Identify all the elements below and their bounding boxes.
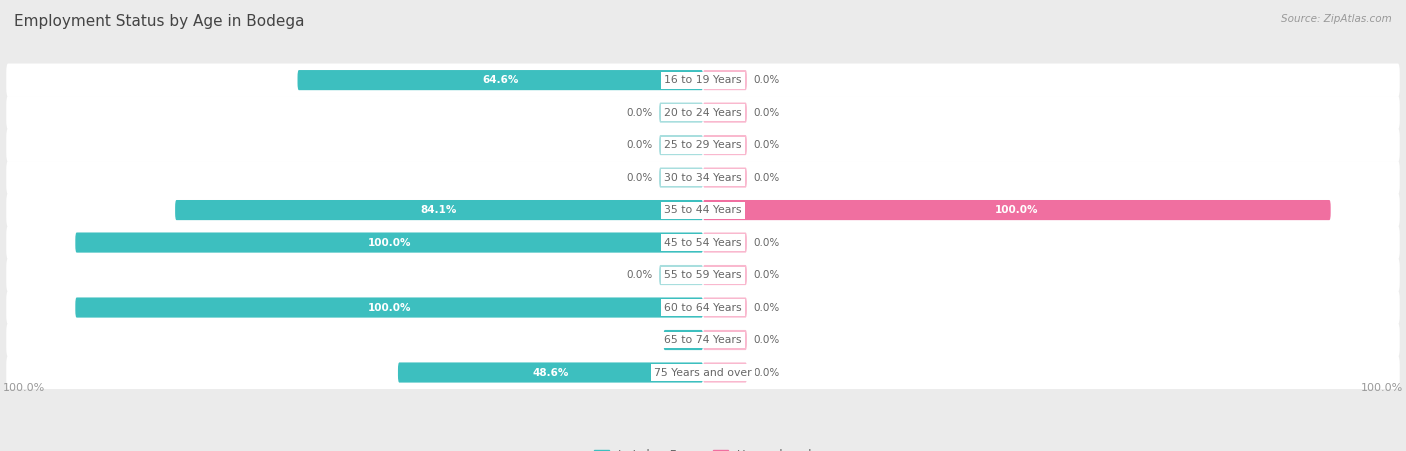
FancyBboxPatch shape — [298, 70, 703, 90]
FancyBboxPatch shape — [6, 226, 1400, 259]
FancyBboxPatch shape — [659, 167, 703, 188]
Text: 100.0%: 100.0% — [995, 205, 1039, 215]
FancyBboxPatch shape — [703, 265, 747, 285]
Text: 0.0%: 0.0% — [627, 108, 652, 118]
FancyBboxPatch shape — [398, 363, 703, 382]
Text: 64.6%: 64.6% — [482, 75, 519, 85]
FancyBboxPatch shape — [6, 129, 1400, 161]
FancyBboxPatch shape — [76, 232, 703, 253]
Text: 100.0%: 100.0% — [367, 238, 411, 248]
FancyBboxPatch shape — [6, 291, 1400, 324]
Text: 0.0%: 0.0% — [754, 368, 779, 377]
Text: 30 to 34 Years: 30 to 34 Years — [664, 173, 742, 183]
Text: 0.0%: 0.0% — [754, 75, 779, 85]
Text: 100.0%: 100.0% — [1361, 382, 1403, 393]
Text: 0.0%: 0.0% — [627, 270, 652, 280]
Text: 55 to 59 Years: 55 to 59 Years — [664, 270, 742, 280]
Text: 35 to 44 Years: 35 to 44 Years — [664, 205, 742, 215]
FancyBboxPatch shape — [176, 200, 703, 220]
Text: 0.0%: 0.0% — [754, 303, 779, 313]
Text: 6.3%: 6.3% — [669, 335, 697, 345]
Text: 0.0%: 0.0% — [754, 173, 779, 183]
Text: 100.0%: 100.0% — [367, 303, 411, 313]
Text: 0.0%: 0.0% — [754, 335, 779, 345]
Text: 0.0%: 0.0% — [754, 140, 779, 150]
FancyBboxPatch shape — [703, 232, 747, 253]
FancyBboxPatch shape — [703, 298, 747, 318]
FancyBboxPatch shape — [6, 323, 1400, 357]
FancyBboxPatch shape — [6, 96, 1400, 129]
FancyBboxPatch shape — [6, 161, 1400, 194]
Text: 48.6%: 48.6% — [533, 368, 568, 377]
Text: 60 to 64 Years: 60 to 64 Years — [664, 303, 742, 313]
FancyBboxPatch shape — [6, 258, 1400, 292]
FancyBboxPatch shape — [703, 167, 747, 188]
FancyBboxPatch shape — [6, 356, 1400, 389]
Text: 0.0%: 0.0% — [627, 173, 652, 183]
Text: 16 to 19 Years: 16 to 19 Years — [664, 75, 742, 85]
FancyBboxPatch shape — [76, 298, 703, 318]
FancyBboxPatch shape — [703, 102, 747, 123]
Text: Employment Status by Age in Bodega: Employment Status by Age in Bodega — [14, 14, 305, 28]
Text: Source: ZipAtlas.com: Source: ZipAtlas.com — [1281, 14, 1392, 23]
FancyBboxPatch shape — [703, 135, 747, 155]
Text: 45 to 54 Years: 45 to 54 Years — [664, 238, 742, 248]
Text: 20 to 24 Years: 20 to 24 Years — [664, 108, 742, 118]
Text: 0.0%: 0.0% — [754, 108, 779, 118]
FancyBboxPatch shape — [703, 70, 747, 90]
FancyBboxPatch shape — [703, 200, 1330, 220]
Text: 75 Years and over: 75 Years and over — [654, 368, 752, 377]
Text: 65 to 74 Years: 65 to 74 Years — [664, 335, 742, 345]
FancyBboxPatch shape — [659, 102, 703, 123]
FancyBboxPatch shape — [703, 363, 747, 382]
FancyBboxPatch shape — [664, 330, 703, 350]
Text: 84.1%: 84.1% — [420, 205, 457, 215]
Text: 100.0%: 100.0% — [3, 382, 45, 393]
FancyBboxPatch shape — [6, 64, 1400, 97]
FancyBboxPatch shape — [703, 330, 747, 350]
Text: 0.0%: 0.0% — [754, 270, 779, 280]
Text: 0.0%: 0.0% — [754, 238, 779, 248]
FancyBboxPatch shape — [659, 135, 703, 155]
FancyBboxPatch shape — [6, 193, 1400, 227]
FancyBboxPatch shape — [659, 265, 703, 285]
Legend: In Labor Force, Unemployed: In Labor Force, Unemployed — [589, 444, 817, 451]
Text: 0.0%: 0.0% — [627, 140, 652, 150]
Text: 25 to 29 Years: 25 to 29 Years — [664, 140, 742, 150]
